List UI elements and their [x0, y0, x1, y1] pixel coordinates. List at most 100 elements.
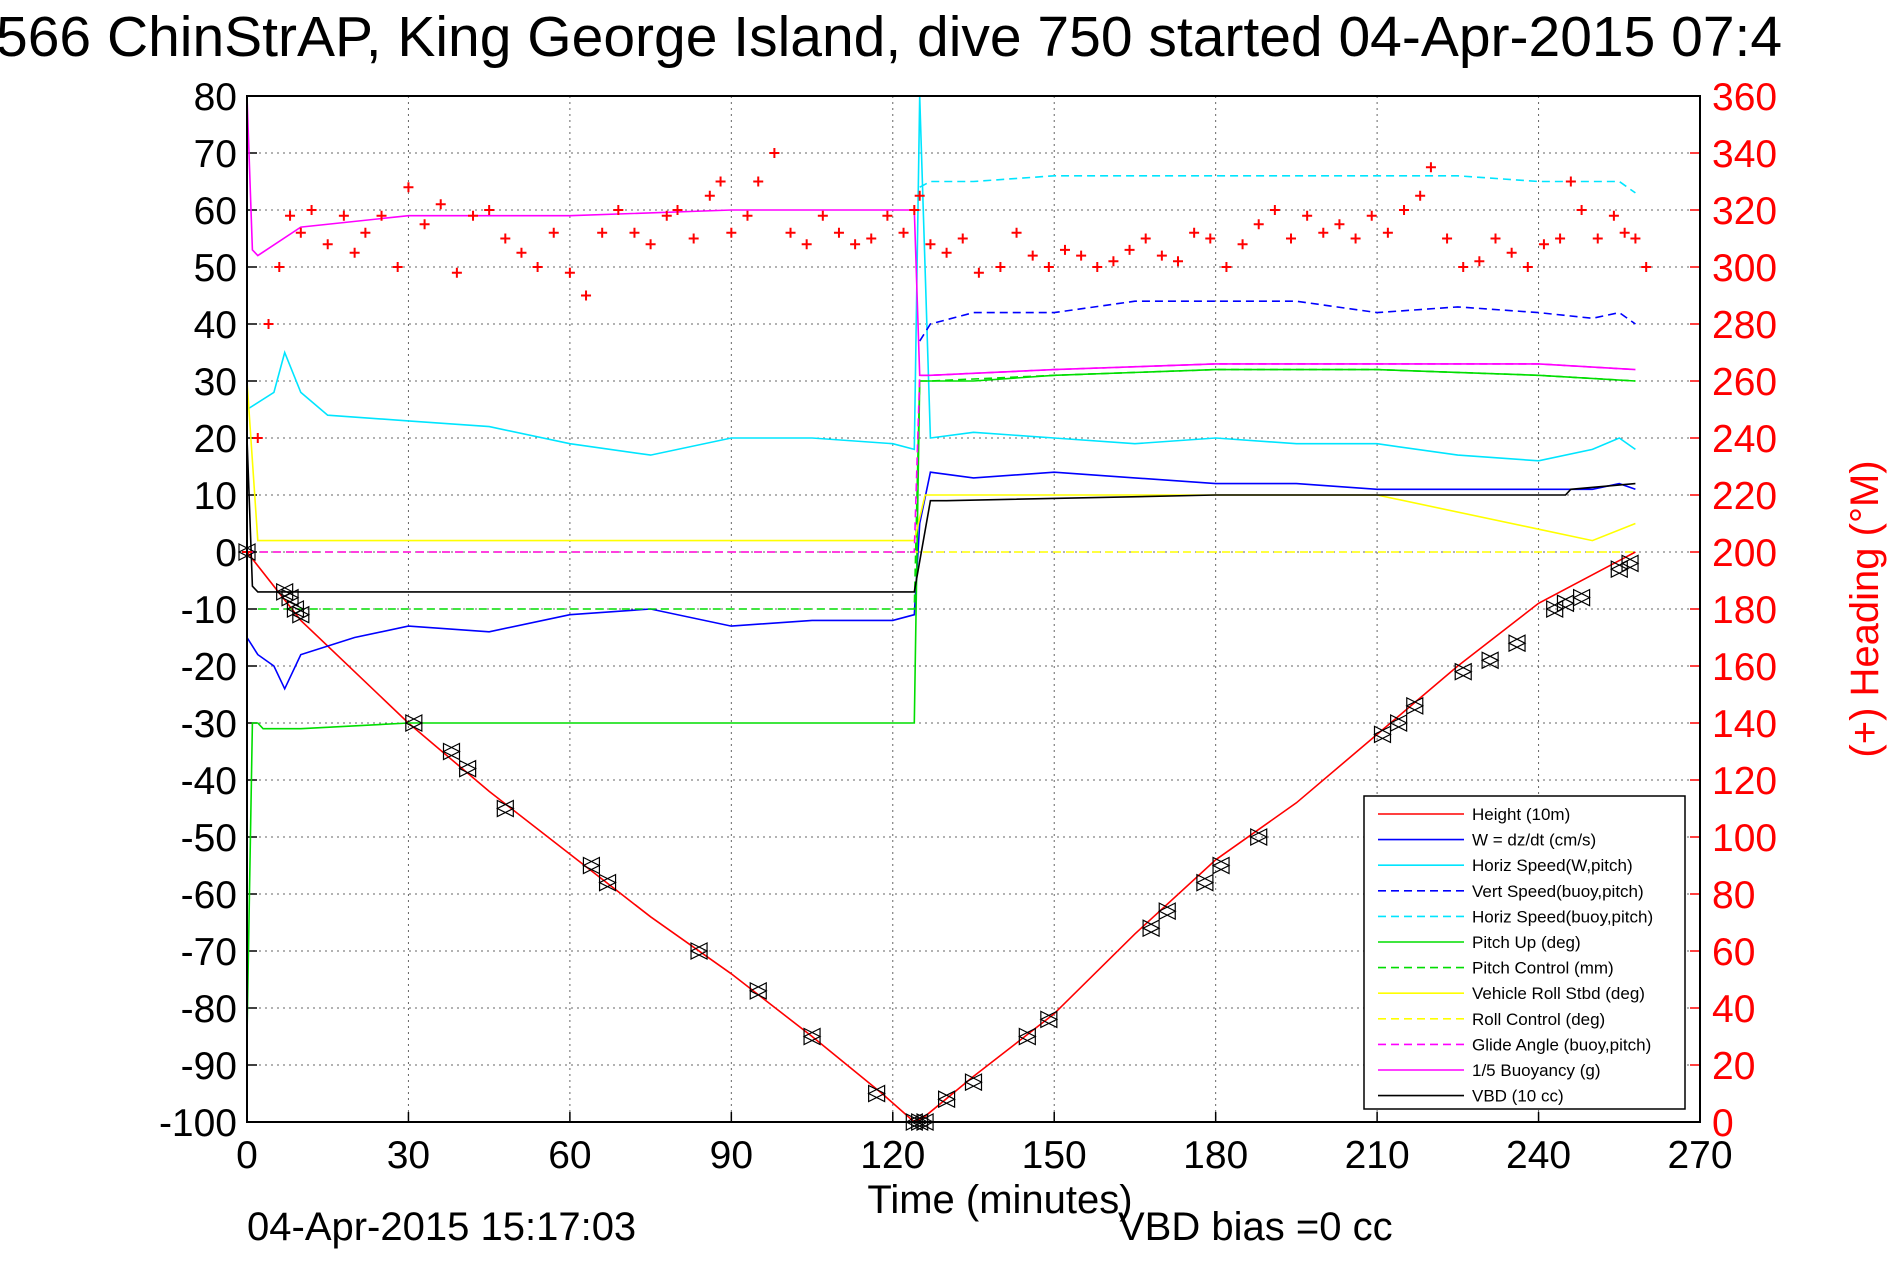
heading-marker [1286, 233, 1297, 244]
vbd-marker [867, 1084, 886, 1103]
y-tick-label: 70 [194, 133, 237, 176]
vbd-marker [1211, 856, 1231, 875]
y-tick-labels-right: 3603403203002802602402202001801601401201… [1712, 76, 1777, 1145]
heading-marker [435, 199, 446, 210]
y-tick-label-right: 0 [1712, 1102, 1734, 1145]
vbd-marker [1039, 1010, 1059, 1029]
y-tick-label: -90 [181, 1045, 237, 1088]
heading-marker [1608, 210, 1619, 221]
vbd-marker [280, 588, 300, 607]
x-tick-label: 90 [710, 1134, 753, 1177]
legend-entry: Horiz Speed(buoy,pitch) [1472, 907, 1653, 926]
series-line [246, 471, 1636, 691]
x-tick-label: 30 [387, 1134, 430, 1177]
heading-marker [1173, 256, 1183, 267]
y-tick-label-right: 140 [1712, 703, 1777, 746]
heading-marker [1576, 205, 1587, 215]
vbd-marker [1249, 828, 1269, 846]
vbd-marker [442, 742, 461, 761]
legend-entry: Vehicle Roll Stbd (deg) [1472, 984, 1645, 1003]
heading-marker [1027, 250, 1038, 261]
y-tick-label: 60 [194, 190, 237, 233]
heading-marker [785, 227, 796, 238]
heading-marker [1474, 256, 1485, 267]
heading-marker [1458, 262, 1469, 272]
heading-marker [817, 210, 828, 221]
heading-marker [1350, 233, 1361, 244]
heading-marker [753, 176, 764, 187]
series-line [919, 175, 1636, 194]
vbd-marker [1572, 588, 1591, 607]
heading-marker [252, 433, 263, 443]
vbd-marker [1195, 873, 1215, 892]
heading-marker [1140, 233, 1151, 244]
y-tick-label: -100 [159, 1102, 237, 1145]
heading-marker [419, 219, 430, 230]
vbd-marker [1405, 696, 1425, 715]
y-tick-label: 40 [194, 304, 237, 347]
heading-marker [1619, 227, 1630, 238]
heading-marker [645, 239, 656, 250]
y-tick-label: -80 [181, 988, 237, 1031]
series-line [919, 300, 1636, 342]
legend-entry: Vert Speed(buoy,pitch) [1472, 882, 1644, 901]
vbd-marker [748, 981, 768, 1000]
heading-marker [866, 233, 877, 244]
heading-marker [726, 227, 737, 238]
vbd-marker [1480, 651, 1500, 670]
legend-entry: Horiz Speed(W,pitch) [1472, 856, 1633, 875]
y-tick-label-right: 180 [1712, 589, 1777, 632]
x-tick-label: 60 [548, 1134, 591, 1177]
heading-marker [1442, 233, 1453, 244]
heading-marker [1538, 239, 1549, 250]
y-tick-label-right: 160 [1712, 646, 1777, 689]
x-tick-label: 0 [236, 1134, 258, 1177]
vbd-marker [1389, 714, 1408, 732]
y-tick-label: -20 [181, 646, 237, 689]
vbd-marker [1373, 725, 1392, 744]
chart-title: 566 ChinStrAP, King George Island, dive … [0, 5, 1782, 69]
heading-marker [1592, 233, 1603, 244]
vbd-marker [1141, 919, 1161, 938]
heading-marker [742, 210, 753, 221]
y-tick-label-right: 20 [1712, 1045, 1755, 1088]
heading-marker [629, 227, 640, 238]
vbd-marker [689, 942, 709, 960]
legend: Height (10m) W = dz/dt (cm/s) Horiz Speed(… [1363, 795, 1686, 1110]
vbd-marker [404, 714, 424, 732]
x-tick-label: 180 [1183, 1134, 1248, 1177]
y-tick-labels-left: 80 70 60 50 40 30 20 10 0 -10 -20 -30 -40 -50 -60 -70 -8… [159, 76, 237, 1145]
heading-marker [1565, 176, 1576, 187]
y-tick-label-right: 360 [1712, 76, 1777, 119]
vbd-marker [458, 759, 477, 778]
heading-marker [548, 227, 559, 238]
vbd-marker [598, 873, 617, 892]
series-line [257, 368, 1636, 610]
heading-marker [451, 267, 462, 278]
heading-marker [468, 210, 479, 221]
heading-marker [995, 262, 1006, 272]
heading-marker [1253, 219, 1264, 230]
heading-marker [1399, 205, 1410, 215]
heading-marker [715, 176, 726, 187]
y-tick-label-right: 320 [1712, 190, 1777, 233]
heading-marker [1108, 256, 1119, 267]
heading-marker [1221, 262, 1232, 272]
series-line [246, 437, 1636, 593]
heading-marker [1415, 190, 1426, 201]
y-tick-label: -30 [181, 703, 237, 746]
series-line [247, 363, 1636, 553]
heading-marker [1630, 233, 1641, 244]
heading-marker [1425, 162, 1436, 173]
vbd-marker [1507, 634, 1527, 653]
vbd-marker [1157, 902, 1177, 921]
heading-marker [263, 319, 274, 329]
y-tick-label-right: 280 [1712, 304, 1777, 347]
heading-marker [909, 205, 920, 215]
legend-entry: VBD (10 cc) [1472, 1087, 1564, 1106]
vbd-marker [291, 605, 311, 624]
heading-marker [898, 227, 909, 238]
vbd-triangles [237, 543, 1640, 1131]
vbd-marker [964, 1073, 983, 1092]
heading-marker [564, 267, 575, 278]
